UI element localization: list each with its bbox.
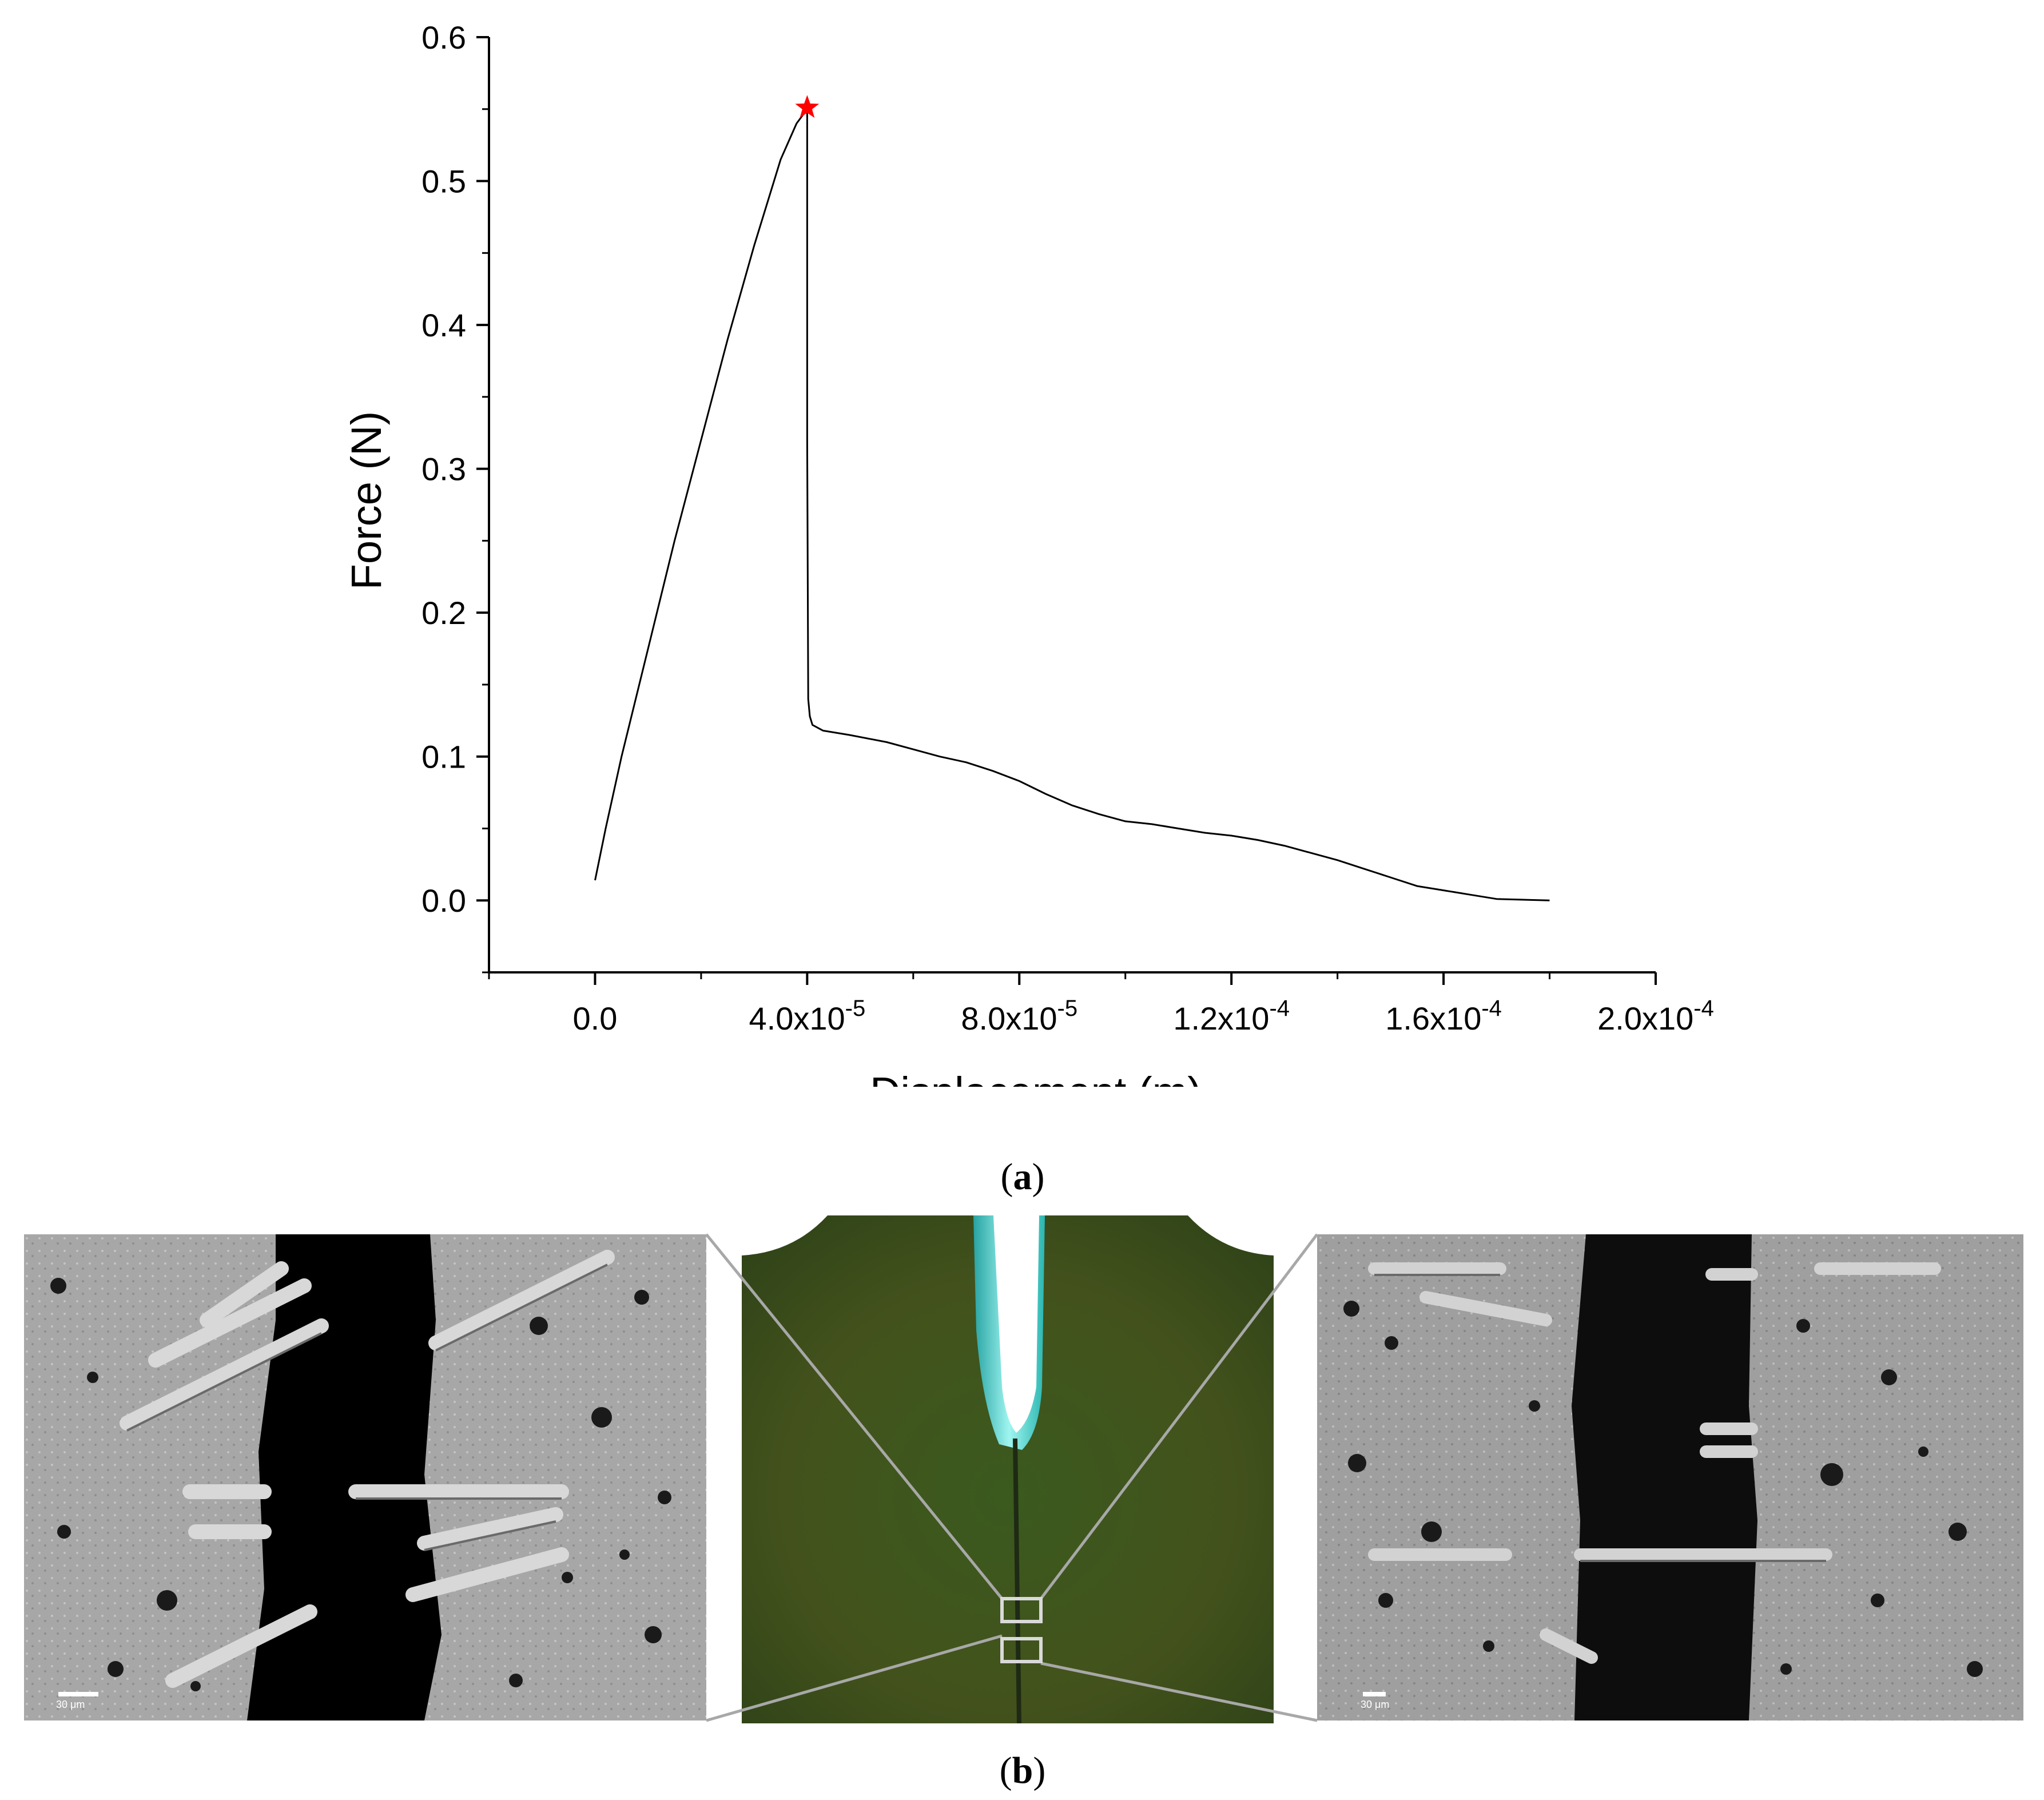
y-tick-label: 0.4 xyxy=(421,307,466,343)
axes xyxy=(488,37,1656,973)
y-tick-label: 0.3 xyxy=(421,451,466,487)
x-tick-label: 8.0x10-5 xyxy=(961,996,1077,1036)
panel-label-b: (b) xyxy=(999,1750,1046,1791)
y-tick-label: 0.6 xyxy=(421,19,466,55)
x-tick-label: 2.0x10-4 xyxy=(1597,996,1714,1036)
x-tick-exponent: -4 xyxy=(1269,996,1290,1021)
force-displacement-chart: 0.0 0.1 0.2 0.3 0.4 0.5 0.6 0.0 4.0x10-5 8.0x10-5… xyxy=(343,19,1714,1087)
y-axis-label: Force (N) xyxy=(343,411,390,590)
y-tick-label: 0.0 xyxy=(421,883,466,919)
scale-text-right: 30 μm xyxy=(1361,1699,1390,1710)
x-tick-exponent: -4 xyxy=(1693,996,1714,1021)
peak-star-marker xyxy=(795,95,820,118)
ticks: 0.0 0.1 0.2 0.3 0.4 0.5 0.6 0.0 4.0x10-5 8.0x10-5… xyxy=(421,19,1714,1036)
x-tick-exponent: -4 xyxy=(1481,996,1502,1021)
y-tick-label: 0.2 xyxy=(421,595,466,631)
x-tick-label: 1.2x10-4 xyxy=(1173,996,1290,1036)
x-tick-label: 1.6x10-4 xyxy=(1385,996,1502,1036)
sem-image-right: 30 μm xyxy=(1317,1234,2023,1720)
x-axis-label: Displacement (m) xyxy=(870,1068,1202,1087)
sem-image-left: 30 μm xyxy=(24,1234,706,1720)
series-group xyxy=(594,108,1550,901)
scale-text-left: 30 μm xyxy=(56,1699,85,1710)
x-tick-label: 4.0x10-5 xyxy=(749,996,866,1036)
y-tick-label: 0.1 xyxy=(421,739,466,775)
y-tick-label: 0.5 xyxy=(421,164,466,200)
x-tick-exponent: -5 xyxy=(845,996,866,1021)
x-tick-label: 0.0 xyxy=(573,1000,618,1036)
x-tick-exponent: -5 xyxy=(1057,996,1078,1021)
scale-bar-right xyxy=(1363,1692,1386,1696)
series-line xyxy=(594,108,1550,901)
optical-image-center xyxy=(742,1215,1274,1723)
annotation-group xyxy=(795,95,820,118)
scale-bar-left xyxy=(58,1692,98,1696)
panel-label-a: (a) xyxy=(1000,1156,1045,1198)
